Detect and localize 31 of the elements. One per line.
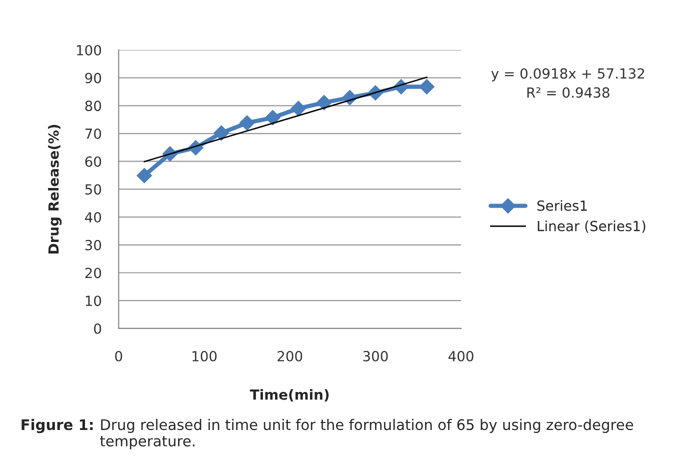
point (316, 95, 332, 110)
y-tick-label: 100 (77, 44, 102, 56)
y-tick-label: 10 (86, 296, 102, 306)
text: R² = 0.9438 (527, 87, 610, 98)
y-tick-label: 20 (85, 268, 102, 278)
y-tick-label: 50 (85, 184, 102, 195)
y-tick-label: 80 (85, 100, 102, 112)
legend-label: Linear (Series1) (538, 220, 646, 233)
x-tick-label: 0 (115, 350, 122, 362)
x-tick-label: 200 (278, 350, 302, 362)
y-tick-label: 30 (85, 240, 102, 250)
caption: Figure 1: (22, 418, 93, 434)
y-axis-title: Drug Release(%) (48, 124, 62, 254)
y-tick-label: 90 (85, 72, 102, 84)
y-tick-label: 70 (85, 128, 102, 139)
x-tick-label: 400 (448, 350, 474, 362)
text: Drug released in time unit for the formulation of 65 by using zero-degree temperature. (100, 418, 634, 450)
point (239, 115, 255, 131)
x-tick-label: 100 (192, 350, 217, 362)
y-tick-label: 40 (84, 212, 102, 223)
point (265, 110, 280, 126)
y-tick-label: 60 (85, 156, 102, 167)
x-tick-label: 300 (363, 350, 388, 362)
legend-label: Series1 (537, 200, 587, 211)
y-tick-label: 0 (94, 323, 102, 334)
point (419, 79, 434, 94)
x-axis-title: Time(min) (250, 389, 329, 402)
point (136, 168, 152, 184)
point (290, 100, 306, 116)
text: y = 0.0918x + 57.132 (491, 68, 644, 82)
point (214, 125, 229, 141)
